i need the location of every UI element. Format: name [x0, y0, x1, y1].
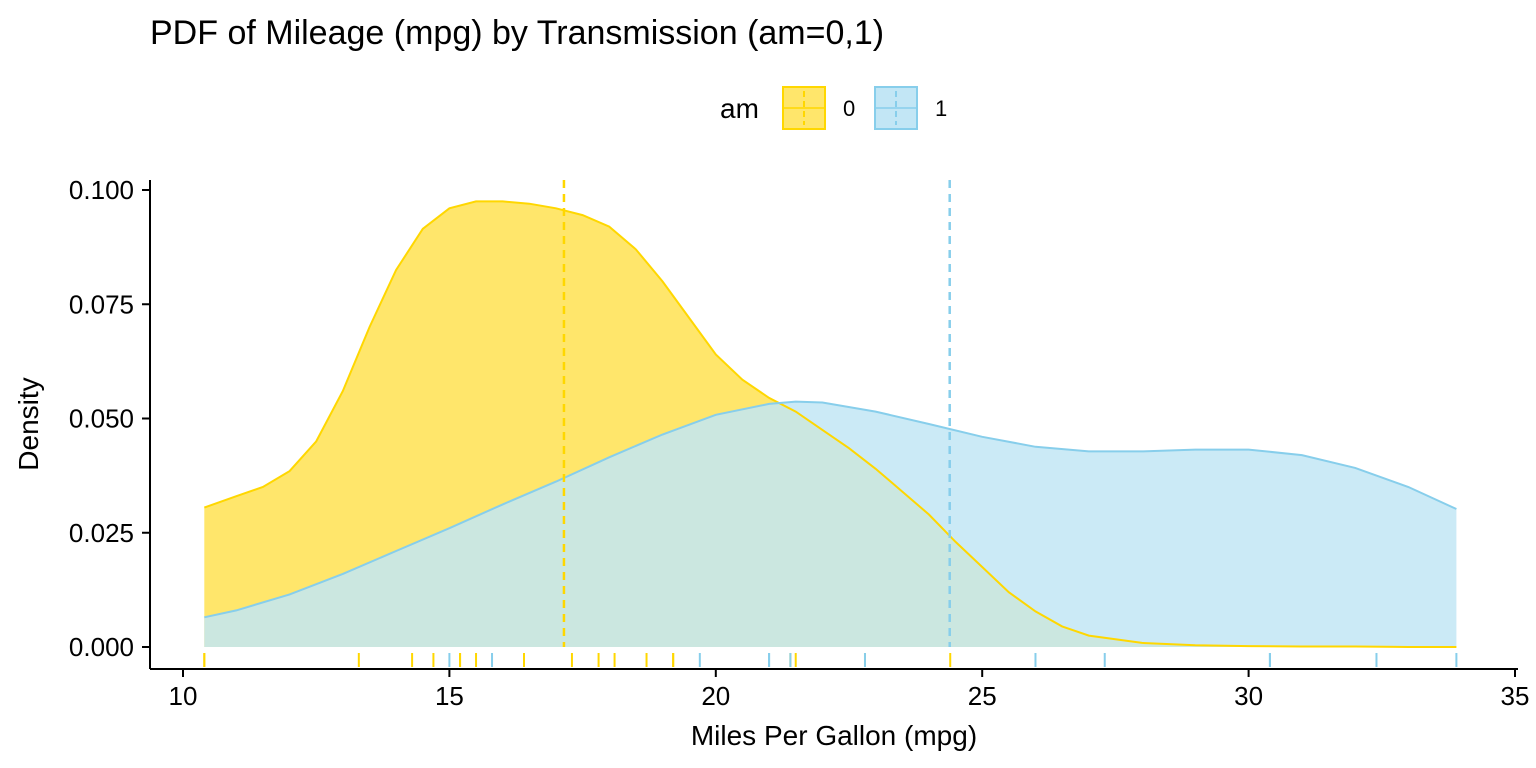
x-tick-label: 20 [701, 681, 730, 711]
density-area-am1 [204, 401, 1457, 647]
legend-label-am1: 1 [935, 96, 947, 121]
y-axis-ticks: 0.000 0.025 0.050 0.075 0.100 [69, 175, 150, 662]
y-tick-label: 0.000 [69, 632, 134, 662]
y-tick-label: 0.100 [69, 175, 134, 205]
density-curve-am0 [203, 200, 1457, 648]
x-tick-label: 25 [968, 681, 997, 711]
x-tick-label: 30 [1234, 681, 1263, 711]
x-tick-label: 10 [169, 681, 198, 711]
x-tick-label: 15 [435, 681, 464, 711]
legend-title: am [720, 93, 759, 124]
y-tick-label: 0.025 [69, 518, 134, 548]
density-curve-am1 [204, 400, 1457, 619]
x-axis-title: Miles Per Gallon (mpg) [691, 720, 977, 751]
y-tick-label: 0.050 [69, 404, 134, 434]
x-tick-label: 35 [1501, 681, 1530, 711]
y-axis-title: Density [13, 377, 44, 470]
legend-key-am0 [782, 86, 826, 130]
legend: am 0 1 [720, 86, 947, 130]
legend-key-am1 [874, 86, 918, 130]
plot-area [203, 180, 1458, 667]
y-tick-label: 0.075 [69, 289, 134, 319]
x-axis-ticks: 10 15 20 25 30 35 [169, 669, 1530, 711]
chart-title: PDF of Mileage (mpg) by Transmission (am… [150, 14, 884, 52]
legend-label-am0: 0 [843, 96, 855, 121]
